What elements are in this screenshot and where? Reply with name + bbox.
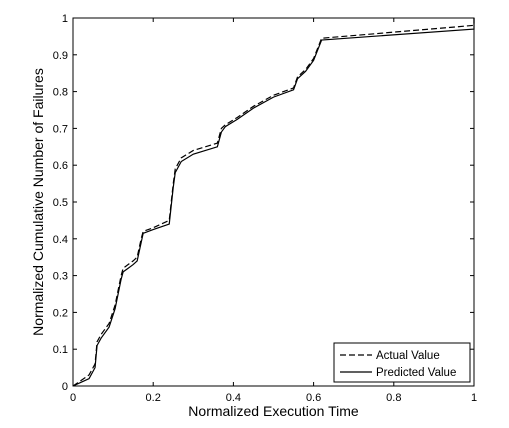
y-axis-title: Normalized Cumulative Number of Failures [30, 68, 46, 336]
y-tick-label: 0.1 [53, 344, 68, 356]
x-axis: 0 0.2 0.4 0.6 0.8 1 [70, 18, 477, 404]
legend-label-actual-value: Actual Value [376, 350, 440, 362]
y-tick-label: 0.4 [53, 234, 68, 246]
y-tick-label: 0 [62, 381, 68, 393]
y-tick-label: 0.8 [53, 87, 68, 99]
y-tick-label: 0.3 [53, 271, 68, 283]
x-tick-label: 0 [70, 392, 76, 404]
y-tick-label: 0.2 [53, 307, 68, 319]
y-axis: 0 0.1 0.2 0.3 0.4 0.5 0.6 0.7 0.8 0.9 1 [53, 13, 474, 393]
series-line-predicted-value [72, 18, 475, 387]
y-tick-label: 0.5 [53, 197, 68, 209]
y-tick-label: 0.6 [53, 160, 68, 172]
series-line-actual-value [72, 18, 475, 387]
x-tick-label: 0.8 [386, 392, 401, 404]
legend-box [333, 342, 471, 383]
x-tick-label: 0.2 [146, 392, 161, 404]
legend: Actual Value Predicted Value [333, 342, 471, 383]
series-layer [72, 18, 475, 387]
plot-area [73, 18, 474, 386]
x-tick-label: 1 [471, 392, 477, 404]
y-tick-label: 1 [62, 13, 68, 25]
x-tick-label: 0.4 [226, 392, 241, 404]
y-tick-label: 0.7 [53, 123, 68, 135]
x-axis-title: Normalized Execution Time [188, 403, 359, 419]
y-tick-label: 0.9 [53, 50, 68, 62]
x-tick-label: 0.6 [306, 392, 321, 404]
legend-label-predicted-value: Predicted Value [376, 367, 456, 379]
